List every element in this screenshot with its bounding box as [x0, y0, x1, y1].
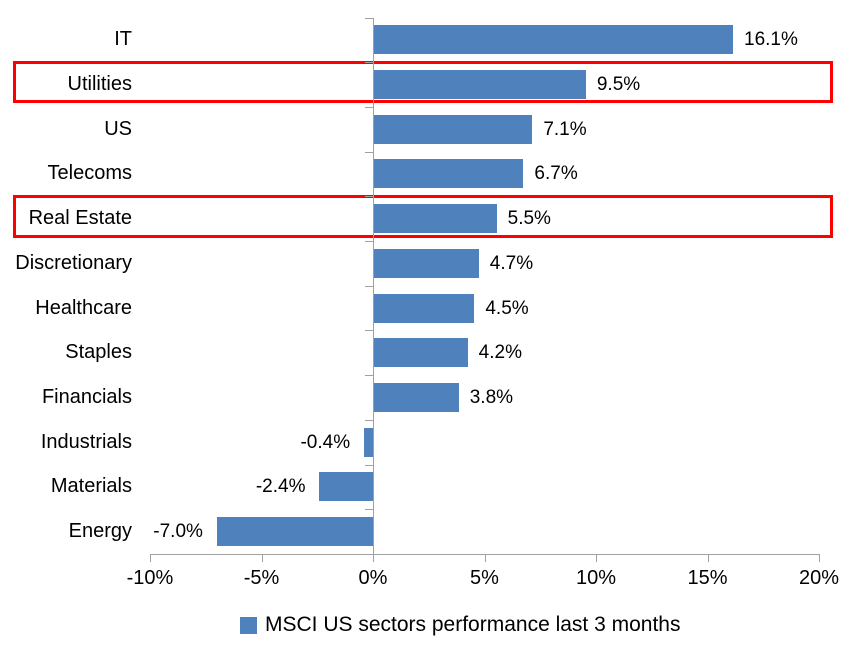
x-axis-tick-label: -5% — [243, 567, 280, 589]
value-label: 9.5% — [596, 74, 641, 96]
value-label: 3.8% — [469, 387, 514, 409]
category-label: Materials — [50, 475, 132, 498]
category-label: US — [104, 117, 132, 140]
x-axis-tick — [150, 554, 151, 562]
value-label: 5.5% — [507, 208, 551, 230]
value-label: -2.4% — [255, 476, 306, 498]
x-axis-tick — [261, 554, 263, 562]
category-label: Financials — [41, 386, 132, 409]
legend-label: MSCI US sectors performance last 3 month… — [265, 613, 681, 636]
bar — [374, 70, 586, 100]
category-label: Utilities — [67, 73, 132, 96]
category-label: Industrials — [40, 430, 132, 453]
x-axis-tick-label: 5% — [470, 567, 499, 589]
highlight-box — [13, 194, 833, 238]
category-label: Healthcare — [35, 296, 132, 319]
bar — [216, 517, 373, 547]
bar — [374, 159, 524, 189]
value-label: 16.1% — [744, 29, 798, 51]
bar — [374, 25, 734, 55]
category-axis-tick — [365, 17, 373, 19]
value-label: 6.7% — [534, 163, 578, 185]
bar — [374, 204, 497, 234]
bar — [319, 472, 373, 502]
bar — [364, 427, 373, 457]
value-label: -0.4% — [300, 431, 351, 453]
bar — [374, 338, 468, 368]
legend-marker-icon — [240, 616, 257, 634]
legend: MSCI US sectors performance last 3 month… — [240, 613, 680, 637]
bar — [374, 114, 533, 144]
category-axis-tick — [365, 419, 373, 421]
highlight-box — [13, 60, 833, 104]
category-label: Staples — [65, 341, 132, 364]
x-axis-tick — [707, 554, 709, 562]
category-axis-tick — [365, 151, 373, 153]
x-axis-tick-label: 20% — [798, 567, 840, 589]
value-label: 4.5% — [485, 297, 529, 319]
x-axis-tick — [484, 554, 486, 562]
bar — [374, 383, 459, 413]
category-label: Real Estate — [28, 207, 132, 230]
category-axis-tick — [365, 196, 373, 198]
value-label: -7.0% — [153, 521, 203, 543]
category-label: Energy — [68, 520, 132, 543]
category-label: Telecoms — [47, 162, 132, 185]
category-axis-tick — [365, 106, 373, 108]
x-axis-tick-label: 10% — [575, 567, 617, 589]
value-label: 4.7% — [489, 252, 534, 274]
x-axis-tick-label: -10% — [126, 567, 174, 589]
x-axis-tick-label: 15% — [687, 567, 728, 589]
category-axis-tick — [365, 509, 373, 511]
x-axis-tick-label: 0% — [358, 567, 388, 589]
x-axis-tick — [819, 554, 820, 562]
value-label: 4.2% — [478, 342, 522, 364]
bar — [374, 248, 479, 278]
category-axis-tick — [365, 62, 373, 64]
category-axis-tick — [365, 285, 373, 287]
category-axis-tick — [365, 241, 373, 243]
category-axis-tick — [365, 464, 373, 466]
category-axis-tick — [365, 375, 373, 377]
zero-axis-line — [373, 17, 374, 554]
x-axis-tick — [596, 554, 597, 562]
category-axis-tick — [365, 330, 373, 332]
category-label: Discretionary — [15, 251, 132, 274]
bar — [374, 293, 475, 323]
value-label: 7.1% — [543, 118, 587, 140]
category-label: IT — [114, 28, 132, 51]
x-axis-tick — [373, 554, 374, 562]
